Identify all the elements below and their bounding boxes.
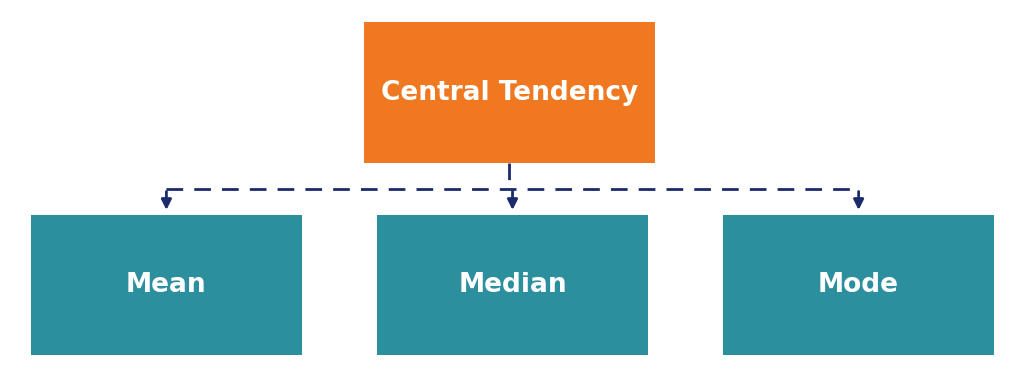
Text: Mean: Mean <box>126 272 207 298</box>
FancyBboxPatch shape <box>31 215 302 355</box>
FancyBboxPatch shape <box>723 215 994 355</box>
Text: Central Tendency: Central Tendency <box>381 80 638 105</box>
FancyBboxPatch shape <box>364 22 655 163</box>
FancyBboxPatch shape <box>377 215 648 355</box>
Text: Mode: Mode <box>818 272 899 298</box>
Text: Median: Median <box>458 272 567 298</box>
